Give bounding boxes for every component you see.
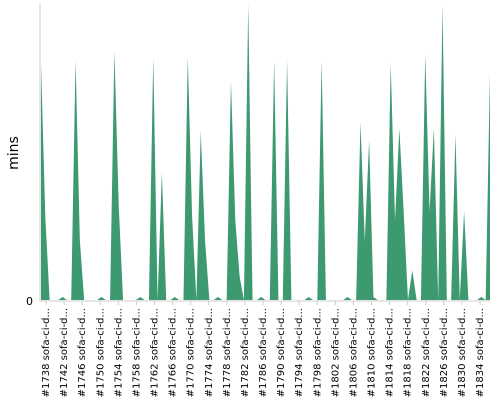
x-tick-label: #1746 sofa-ci-d... (77, 308, 88, 397)
y-axis-label: mins (6, 136, 22, 170)
x-tick-label: #1814 sofa-ci-d... (385, 308, 396, 397)
x-tick-label: #1770 sofa-ci-d... (186, 308, 197, 397)
x-tick-label: #1830 sofa-ci-d... (457, 308, 468, 397)
x-tick-label: #1738 sofa-ci-d... (41, 308, 52, 397)
x-tick-label: #1802 sofa-ci-d... (330, 308, 341, 397)
y-tick-label: 0 (26, 295, 33, 308)
x-tick-label: #1750 sofa-ci-d... (95, 308, 106, 397)
axes: 0 mins (6, 4, 490, 308)
area-series (41, 4, 490, 300)
x-tick-label: #1826 sofa-ci-d... (439, 308, 450, 397)
x-tick-label: #1782 sofa-ci-d... (240, 308, 251, 397)
x-tick-label: #1834 sofa-ci-d... (475, 308, 486, 397)
x-tick-labels: #1738 sofa-ci-d... #1742 sofa-ci-d... #174… (41, 301, 486, 397)
x-tick-label: #1742 sofa-ci-d... (59, 308, 70, 397)
x-tick-label: #1778 sofa-ci-d... (222, 308, 233, 397)
x-tick-label: #1818 sofa-ci-d... (403, 308, 414, 397)
x-tick-label: #1766 sofa-ci-d... (168, 308, 179, 397)
x-tick-label: #1790 sofa-ci-d... (276, 308, 287, 397)
x-tick-label: #1762 sofa-ci-d... (150, 308, 161, 397)
x-tick-label: #1794 sofa-ci-d... (294, 308, 305, 397)
x-tick-label: #1806 sofa-ci-d... (348, 308, 359, 397)
x-tick-label: #1758 sofa-ci-d... (131, 308, 142, 397)
plot-area (41, 4, 490, 300)
x-tick-label: #1798 sofa-ci-d... (312, 308, 323, 397)
x-tick-label: #1774 sofa-ci-d... (204, 308, 215, 397)
x-tick-label: #1754 sofa-ci-d... (113, 308, 124, 397)
x-tick-label: #1786 sofa-ci-d... (258, 308, 269, 397)
x-tick-label: #1810 sofa-ci-d... (367, 308, 378, 397)
x-tick-label: #1822 sofa-ci-d... (421, 308, 432, 397)
